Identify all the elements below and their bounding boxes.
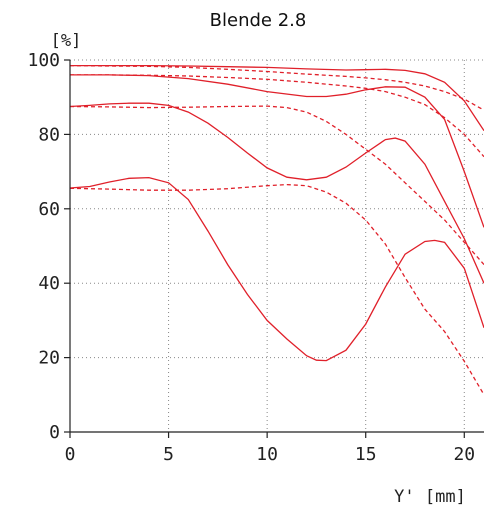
y-axis-label: [%] xyxy=(51,31,82,51)
y-tick-label: 80 xyxy=(38,124,60,145)
y-tick-label: 100 xyxy=(27,50,60,71)
curves xyxy=(69,64,484,396)
series-line-5 xyxy=(69,102,484,284)
y-tick-label: 60 xyxy=(38,199,60,220)
y-tick-label: 0 xyxy=(49,422,60,443)
axes xyxy=(64,59,484,438)
series-line-1 xyxy=(70,64,484,132)
series-line-6 xyxy=(69,105,484,266)
series-line-7 xyxy=(69,176,484,362)
grid xyxy=(70,59,484,432)
y-tick-label: 40 xyxy=(38,273,60,294)
series-line-3 xyxy=(70,74,484,228)
x-tick-label: 15 xyxy=(355,444,377,465)
x-tick-label: 20 xyxy=(453,444,475,465)
x-tick-label: 5 xyxy=(163,444,174,465)
series-line-2 xyxy=(69,64,484,111)
series-line-4 xyxy=(70,74,484,158)
tick-labels: 0 5 10 15 20 0 20 40 60 80 100 xyxy=(27,50,475,465)
x-tick-label: 10 xyxy=(256,444,278,465)
y-tick-label: 20 xyxy=(38,348,60,369)
series-line-8 xyxy=(69,183,484,396)
x-tick-label: 0 xyxy=(65,444,76,465)
x-axis-label: Y' [mm] xyxy=(394,487,466,507)
chart-title: Blende 2.8 xyxy=(210,10,307,31)
